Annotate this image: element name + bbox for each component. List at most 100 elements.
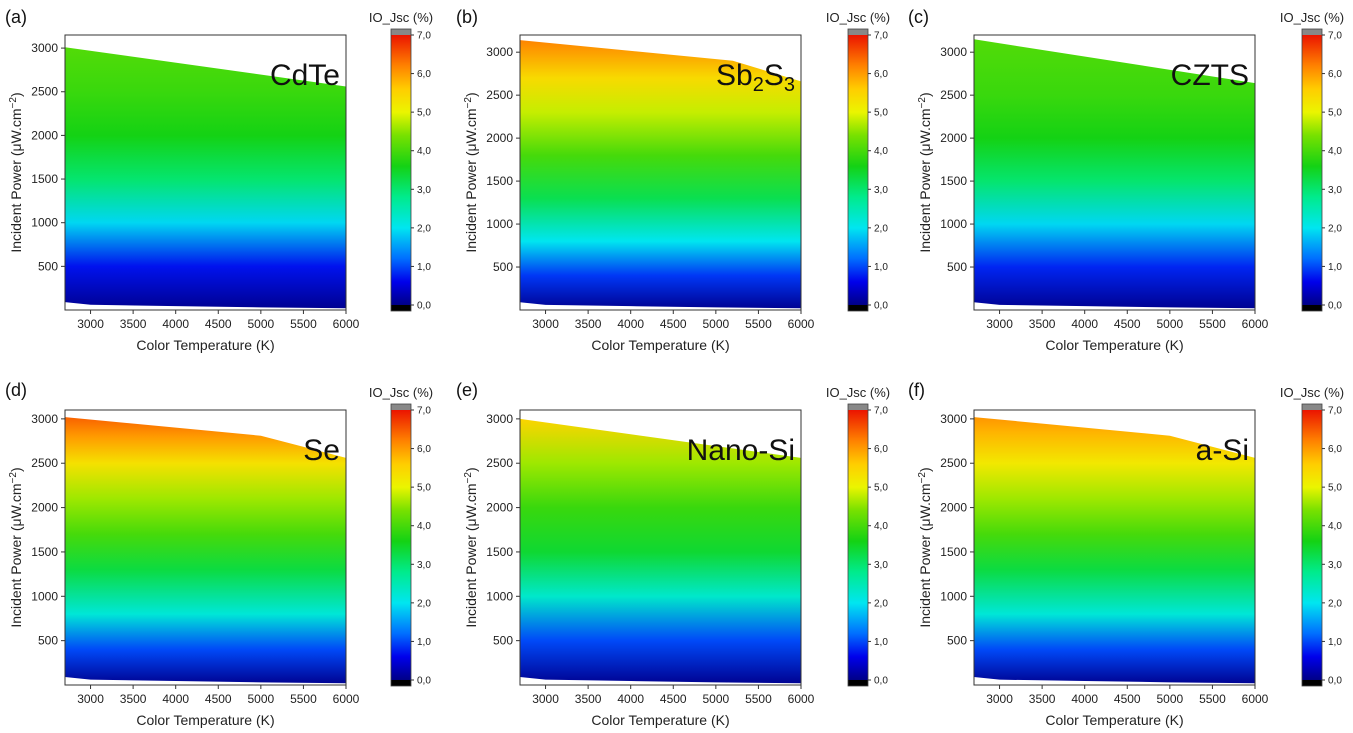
panel-label: (e) <box>456 380 478 400</box>
x-tick-label: 5500 <box>1199 317 1226 331</box>
y-tick-label: 3000 <box>31 41 58 55</box>
chart-panel-d: 3000 3500 4000 4500 5000 5500 6000 500 1000 1500 2… <box>5 380 433 728</box>
x-tick-label: 5500 <box>745 317 772 331</box>
colorbar: IO_Jsc (%) 0,0 1,0 2,0 3,0 4,0 5,0 6,0 7,0 <box>1280 385 1344 687</box>
y-tick-label: 1500 <box>940 545 967 559</box>
x-tick-label: 4000 <box>162 317 189 331</box>
colorbar-tick-label: 1,0 <box>1328 637 1342 648</box>
x-tick-label: 6000 <box>788 317 815 331</box>
y-tick-label: 1500 <box>31 545 58 559</box>
colorbar: IO_Jsc (%) 0,0 1,0 2,0 3,0 4,0 5,0 6,0 7,0 <box>369 10 433 312</box>
colorbar-under-cap <box>848 680 868 686</box>
colorbar-tick-label: 0,0 <box>1328 301 1342 312</box>
plot-frame <box>973 34 1256 311</box>
colorbar-tick-label: 5,0 <box>874 108 888 119</box>
y-tick-label: 2000 <box>940 501 967 515</box>
y-axis-label: Incident Power (μW.cm−2) <box>463 92 479 252</box>
x-tick-label: 4500 <box>205 692 232 706</box>
colorbar: IO_Jsc (%) 0,0 1,0 2,0 3,0 4,0 5,0 6,0 7,0 <box>826 10 890 312</box>
colorbar-over-cap <box>1302 29 1322 35</box>
chart-panel-c: 3000 3500 4000 4500 5000 5500 6000 500 1000 1500 2… <box>908 7 1344 353</box>
y-axis-label: Incident Power (μW.cm−2) <box>8 467 24 627</box>
x-tick-label: 4500 <box>1114 692 1141 706</box>
x-axis-label: Color Temperature (K) <box>591 337 729 353</box>
y-tick-label: 1000 <box>486 589 513 603</box>
contour-surface <box>520 40 801 309</box>
x-tick-label: 3500 <box>575 317 602 331</box>
colorbar-tick-label: 5,0 <box>1328 483 1342 494</box>
y-tick-label: 2000 <box>940 131 967 145</box>
plot-frame <box>64 409 347 686</box>
x-tick-label: 3500 <box>120 317 147 331</box>
y-tick-label: 500 <box>493 260 513 274</box>
colorbar-under-cap <box>848 305 868 311</box>
colorbar-frame <box>390 28 412 312</box>
colorbar-tick-label: 6,0 <box>1328 444 1342 455</box>
chart-panel-f: 3000 3500 4000 4500 5000 5500 6000 500 1000 1500 2… <box>908 380 1344 728</box>
colorbar-title: IO_Jsc (%) <box>369 385 433 400</box>
material-label: a-Si <box>1196 434 1249 467</box>
colorbar-frame <box>847 28 869 312</box>
x-tick-label: 3000 <box>986 317 1013 331</box>
colorbar-title: IO_Jsc (%) <box>369 10 433 25</box>
x-tick-label: 3000 <box>532 692 559 706</box>
x-tick-label: 5000 <box>1156 317 1183 331</box>
colorbar-tick-label: 5,0 <box>874 483 888 494</box>
colorbar-tick-label: 6,0 <box>874 444 888 455</box>
x-tick-label: 4000 <box>1071 317 1098 331</box>
y-tick-label: 3000 <box>486 45 513 59</box>
colorbar-tick-label: 3,0 <box>874 185 888 196</box>
colorbar-tick-label: 2,0 <box>417 598 431 609</box>
colorbar-under-cap <box>391 305 411 311</box>
y-axis-label: Incident Power (μW.cm−2) <box>463 467 479 627</box>
x-tick-label: 3500 <box>575 692 602 706</box>
panel-label: (c) <box>908 7 929 27</box>
x-tick-label: 3000 <box>77 692 104 706</box>
contour-surface <box>520 418 801 684</box>
plot-frame <box>519 409 802 686</box>
x-tick-label: 3000 <box>532 317 559 331</box>
y-tick-label: 3000 <box>31 412 58 426</box>
colorbar-under-cap <box>391 680 411 686</box>
colorbar-tick-label: 4,0 <box>874 146 888 157</box>
x-tick-label: 3500 <box>1029 317 1056 331</box>
x-tick-label: 5000 <box>247 317 274 331</box>
material-label: Se <box>303 434 340 467</box>
plot-frame <box>64 34 347 311</box>
contour-surface <box>974 417 1255 684</box>
colorbar-tick-label: 2,0 <box>874 223 888 234</box>
colorbar-tick-label: 1,0 <box>417 262 431 273</box>
colorbar-title: IO_Jsc (%) <box>1280 385 1344 400</box>
x-tick-label: 5500 <box>745 692 772 706</box>
panel-label: (a) <box>5 7 27 27</box>
colorbar-tick-label: 7,0 <box>874 406 888 417</box>
y-tick-label: 3000 <box>940 45 967 59</box>
y-tick-label: 1500 <box>486 174 513 188</box>
colorbar-tick-label: 5,0 <box>417 483 431 494</box>
colorbar: IO_Jsc (%) 0,0 1,0 2,0 3,0 4,0 5,0 6,0 7,0 <box>826 385 890 687</box>
colorbar-tick-label: 2,0 <box>417 223 431 234</box>
colorbar-title: IO_Jsc (%) <box>1280 10 1344 25</box>
colorbar-gradient <box>848 410 868 680</box>
x-tick-label: 6000 <box>788 692 815 706</box>
x-tick-label: 4500 <box>205 317 232 331</box>
y-tick-label: 2500 <box>940 456 967 470</box>
y-tick-label: 500 <box>947 634 967 648</box>
y-tick-label: 1000 <box>940 217 967 231</box>
colorbar-tick-label: 3,0 <box>1328 185 1342 196</box>
colorbar-tick-label: 6,0 <box>417 69 431 80</box>
colorbar-tick-label: 1,0 <box>417 637 431 648</box>
y-tick-label: 2500 <box>486 456 513 470</box>
x-tick-label: 4500 <box>660 317 687 331</box>
x-tick-label: 5500 <box>290 317 317 331</box>
colorbar-frame <box>390 403 412 687</box>
y-tick-label: 500 <box>38 259 58 273</box>
colorbar-tick-label: 0,0 <box>1328 676 1342 687</box>
colorbar-tick-label: 4,0 <box>417 146 431 157</box>
colorbar-tick-label: 2,0 <box>1328 598 1342 609</box>
y-tick-label: 2500 <box>31 456 58 470</box>
x-tick-label: 4000 <box>617 692 644 706</box>
colorbar-gradient <box>1302 410 1322 680</box>
x-tick-label: 4000 <box>1071 692 1098 706</box>
x-tick-label: 5500 <box>1199 692 1226 706</box>
